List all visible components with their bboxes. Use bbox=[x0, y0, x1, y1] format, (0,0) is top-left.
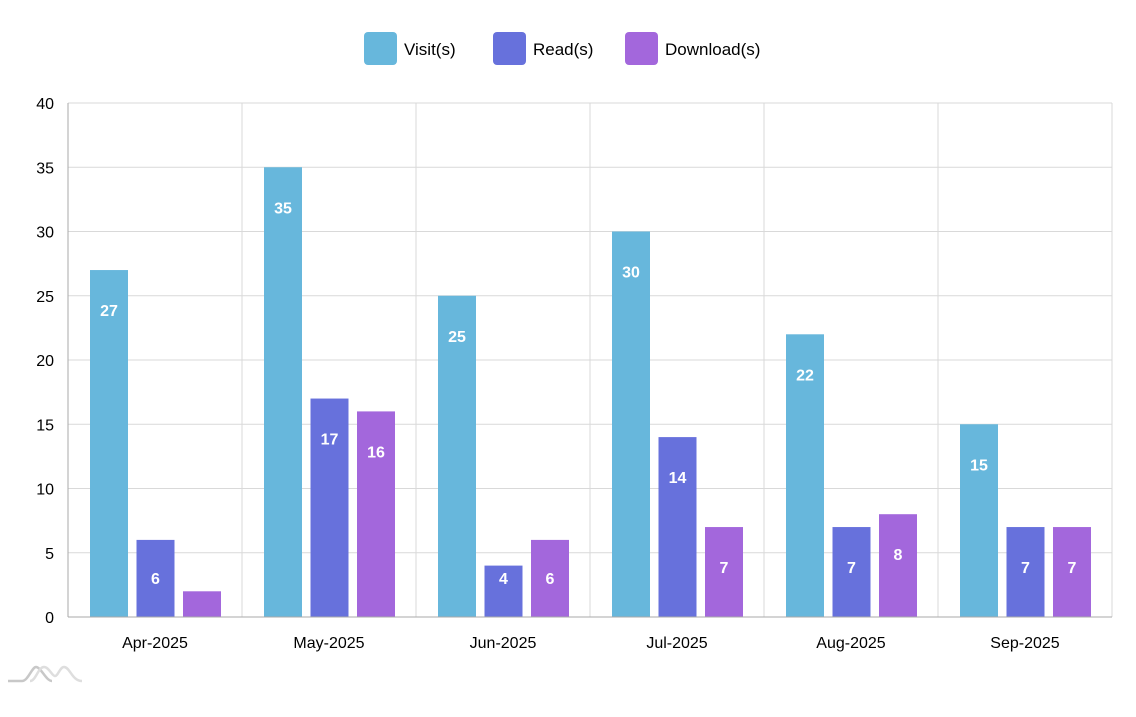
bar-downloads bbox=[357, 411, 395, 617]
legend-swatch bbox=[625, 32, 658, 65]
data-label: 8 bbox=[894, 547, 903, 564]
legend: Visit(s) Read(s) Download(s) bbox=[364, 32, 760, 65]
bar-downloads bbox=[879, 514, 917, 617]
bar-visits bbox=[438, 295, 476, 617]
bar-downloads bbox=[705, 527, 743, 617]
data-label: 15 bbox=[970, 457, 988, 474]
bar-visits bbox=[612, 231, 650, 617]
legend-item[interactable]: Download(s) bbox=[625, 32, 760, 65]
y-tick-label: 20 bbox=[36, 353, 54, 370]
data-label: 27 bbox=[100, 303, 118, 320]
legend-label: Download(s) bbox=[665, 40, 760, 59]
bar-reads bbox=[136, 539, 175, 617]
bar-reads bbox=[658, 437, 697, 617]
legend-label: Visit(s) bbox=[404, 40, 456, 59]
bar-downloads bbox=[183, 591, 221, 617]
bar-visits bbox=[960, 424, 998, 617]
data-label: 4 bbox=[499, 571, 508, 588]
data-label: 7 bbox=[720, 560, 729, 577]
x-tick-label: Aug-2025 bbox=[816, 635, 885, 652]
legend-item[interactable]: Read(s) bbox=[493, 32, 593, 65]
x-tick-label: Sep-2025 bbox=[990, 635, 1059, 652]
grid bbox=[67, 102, 1113, 618]
data-label: 30 bbox=[622, 265, 640, 282]
y-tick-label: 15 bbox=[36, 417, 54, 434]
data-label: 22 bbox=[796, 367, 814, 384]
bar-downloads bbox=[1053, 527, 1091, 617]
bar-downloads bbox=[531, 539, 569, 617]
bar-reads bbox=[1006, 527, 1045, 617]
amcharts-logo[interactable] bbox=[8, 665, 83, 683]
data-label: 7 bbox=[847, 560, 856, 577]
data-label: 7 bbox=[1021, 560, 1030, 577]
bar-visits bbox=[90, 270, 128, 617]
data-label: 25 bbox=[448, 329, 466, 346]
data-label: 6 bbox=[151, 571, 160, 588]
y-tick-label: 0 bbox=[45, 610, 54, 627]
data-label: 35 bbox=[274, 200, 292, 217]
data-label: 6 bbox=[546, 571, 555, 588]
data-label: 7 bbox=[1068, 560, 1077, 577]
legend-swatch bbox=[364, 32, 397, 65]
y-tick-label: 5 bbox=[45, 546, 54, 563]
x-tick-label: Apr-2025 bbox=[122, 635, 188, 652]
data-label: 14 bbox=[669, 470, 687, 487]
y-tick-label: 35 bbox=[36, 160, 54, 177]
data-label: 17 bbox=[321, 432, 339, 449]
axes: 0 5 10 15 20 25 30 35 40 Apr-2025 May-2025 Jun-2025… bbox=[36, 96, 1112, 652]
legend-label: Read(s) bbox=[533, 40, 593, 59]
bar-reads bbox=[484, 565, 523, 617]
bar-visits bbox=[786, 334, 824, 617]
x-tick-label: May-2025 bbox=[293, 635, 364, 652]
bar-reads bbox=[310, 398, 349, 617]
y-tick-label: 30 bbox=[36, 225, 54, 242]
bar-visits bbox=[264, 167, 302, 617]
bar-reads bbox=[832, 527, 871, 617]
x-tick-label: Jul-2025 bbox=[646, 635, 707, 652]
legend-swatch bbox=[493, 32, 526, 65]
y-tick-label: 10 bbox=[36, 482, 54, 499]
y-tick-label: 40 bbox=[36, 96, 54, 113]
data-label: 16 bbox=[367, 444, 385, 461]
x-tick-label: Jun-2025 bbox=[470, 635, 537, 652]
y-tick-label: 25 bbox=[36, 289, 54, 306]
legend-item[interactable]: Visit(s) bbox=[364, 32, 456, 65]
